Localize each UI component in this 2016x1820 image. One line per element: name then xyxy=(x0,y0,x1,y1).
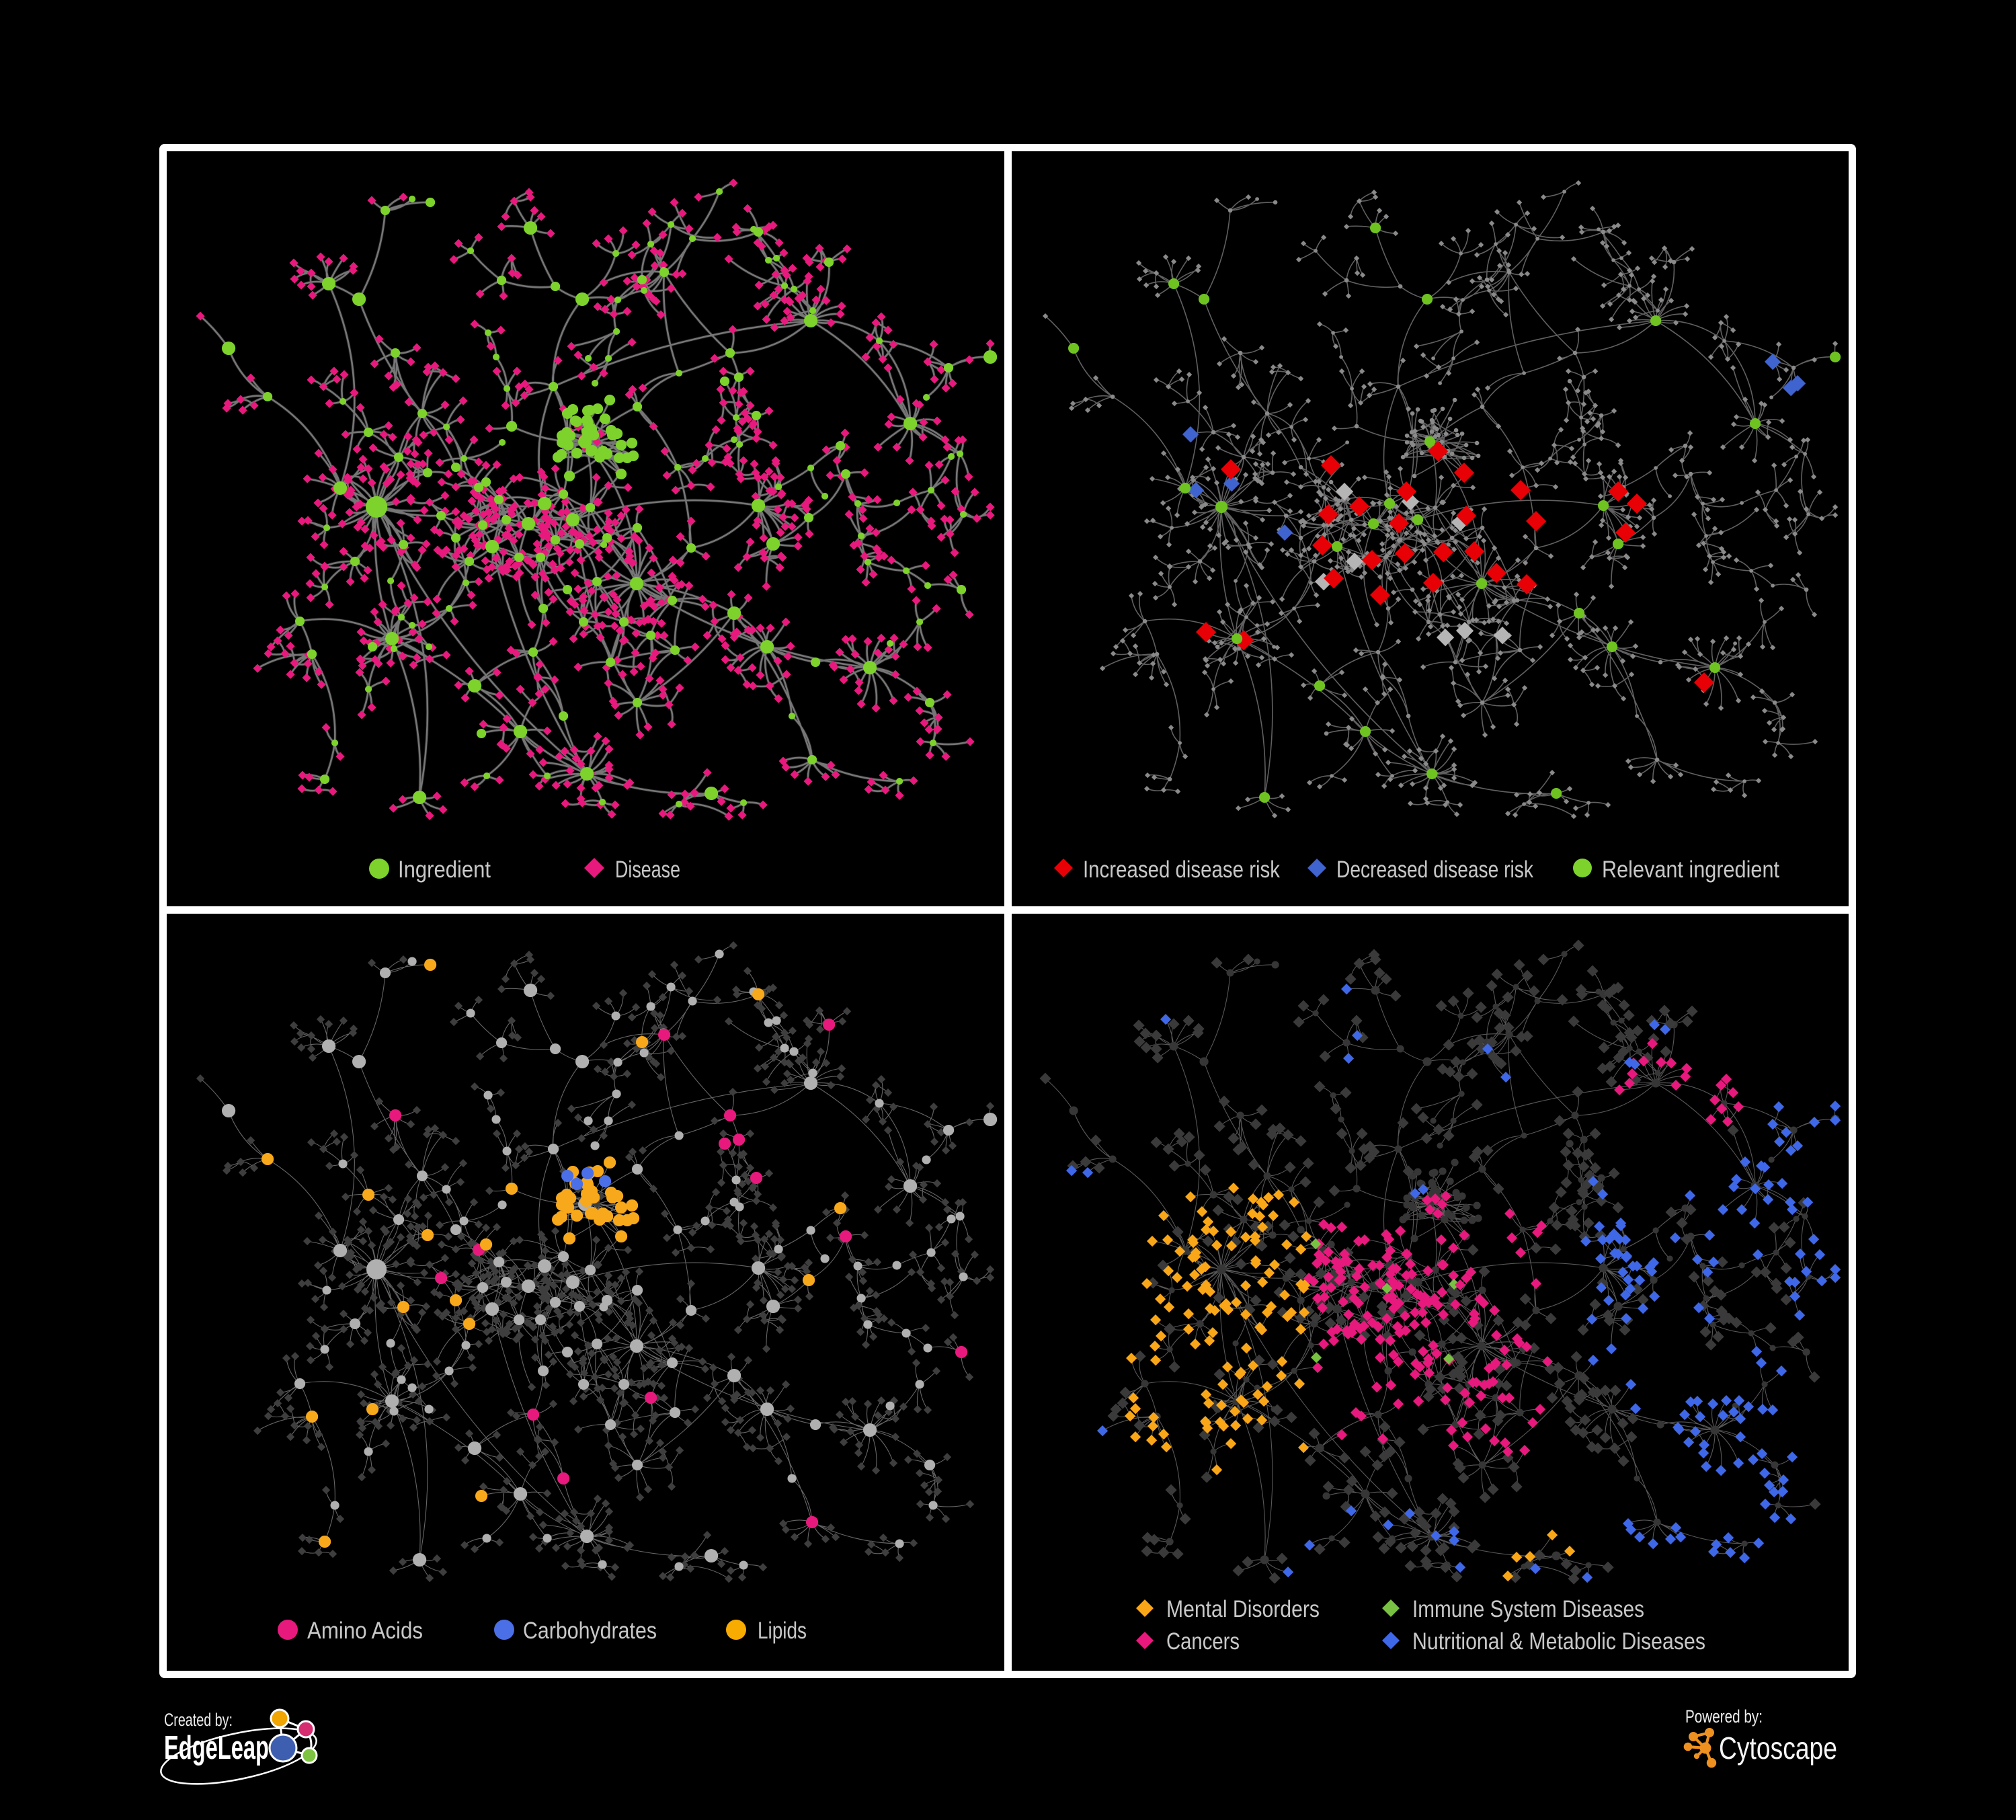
svg-text:EdgeLeap: EdgeLeap xyxy=(164,1730,269,1766)
svg-text:Increased disease risk: Increased disease risk xyxy=(1083,857,1280,883)
svg-text:Disease: Disease xyxy=(615,857,680,883)
svg-text:Amino Acids: Amino Acids xyxy=(307,1618,423,1644)
svg-text:Decreased disease risk: Decreased disease risk xyxy=(1336,857,1533,883)
svg-text:Immune System Diseases: Immune System Diseases xyxy=(1412,1596,1644,1622)
svg-text:Powered by:: Powered by: xyxy=(1685,1706,1763,1727)
svg-text:Carbohydrates: Carbohydrates xyxy=(523,1618,657,1644)
svg-text:Relevant ingredient: Relevant ingredient xyxy=(1602,857,1779,883)
svg-text:Lipids: Lipids xyxy=(758,1618,807,1644)
svg-text:Nutritional & Metabolic Diseas: Nutritional & Metabolic Diseases xyxy=(1412,1628,1705,1655)
svg-text:Mental Disorders: Mental Disorders xyxy=(1166,1596,1320,1622)
svg-text:Cytoscape: Cytoscape xyxy=(1719,1731,1837,1766)
svg-text:Created by:: Created by: xyxy=(164,1710,233,1730)
svg-text:Ingredient: Ingredient xyxy=(398,857,491,883)
svg-text:Cancers: Cancers xyxy=(1166,1628,1240,1655)
